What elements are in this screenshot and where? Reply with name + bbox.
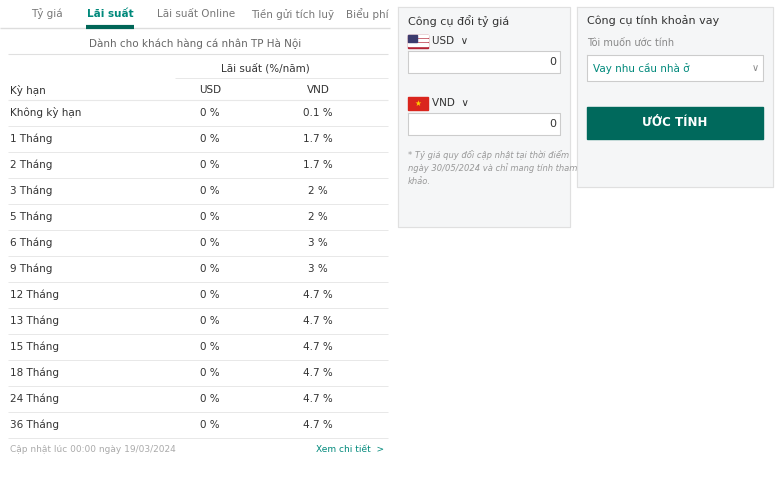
Text: USD  ∨: USD ∨ [432, 36, 469, 46]
Text: 0.1 %: 0.1 % [303, 108, 333, 118]
Text: 15 Tháng: 15 Tháng [10, 342, 59, 352]
Text: 4.7 %: 4.7 % [303, 394, 333, 404]
Text: 0 %: 0 % [200, 290, 219, 300]
Bar [587, 55, 763, 81]
Text: ★: ★ [415, 98, 422, 108]
Text: 2 %: 2 % [308, 212, 328, 222]
Text: Tiền gửi tích luỹ: Tiền gửi tích luỹ [251, 9, 334, 20]
Bar [408, 35, 428, 37]
Text: Xem chi tiết  >: Xem chi tiết > [316, 444, 384, 454]
Text: 18 Tháng: 18 Tháng [10, 368, 59, 378]
Text: 6 Tháng: 6 Tháng [10, 238, 52, 248]
Text: Lãi suất Online: Lãi suất Online [157, 9, 235, 19]
Text: 0 %: 0 % [200, 316, 219, 326]
Bar [408, 113, 560, 135]
Text: VND  ∨: VND ∨ [432, 98, 469, 108]
Text: Vay nhu cầu nhà ở: Vay nhu cầu nhà ở [593, 62, 690, 73]
Text: khảo.: khảo. [408, 177, 431, 185]
Text: ∨: ∨ [752, 63, 759, 73]
Text: Lãi suất (%/năm): Lãi suất (%/năm) [220, 63, 309, 73]
Text: Công cụ đổi tỷ giá: Công cụ đổi tỷ giá [408, 15, 509, 27]
Text: 3 %: 3 % [308, 238, 328, 248]
Text: USD: USD [199, 85, 221, 95]
Text: 0 %: 0 % [200, 420, 219, 430]
Text: 0 %: 0 % [200, 264, 219, 274]
Text: 0 %: 0 % [200, 108, 219, 118]
Text: 3 Tháng: 3 Tháng [10, 186, 52, 196]
Bar [408, 51, 560, 73]
Text: Biểu phí: Biểu phí [346, 8, 388, 20]
Text: 0 %: 0 % [200, 342, 219, 352]
Text: Công cụ tính khoản vay: Công cụ tính khoản vay [587, 15, 719, 26]
Bar [408, 39, 428, 41]
Text: 4.7 %: 4.7 % [303, 342, 333, 352]
Text: 0 %: 0 % [200, 160, 219, 170]
Text: 0 %: 0 % [200, 368, 219, 378]
Text: 12 Tháng: 12 Tháng [10, 290, 59, 300]
Text: Dành cho khách hàng cá nhân TP Hà Nội: Dành cho khách hàng cá nhân TP Hà Nội [89, 39, 301, 49]
Text: ƯỚC TÍNH: ƯỚC TÍNH [642, 117, 708, 130]
Text: 0: 0 [549, 57, 556, 67]
Text: 4.7 %: 4.7 % [303, 420, 333, 430]
Text: 0 %: 0 % [200, 238, 219, 248]
Text: 0 %: 0 % [200, 212, 219, 222]
Bar [0, 0, 781, 28]
Text: 2 %: 2 % [308, 186, 328, 196]
Text: 36 Tháng: 36 Tháng [10, 420, 59, 430]
Bar [408, 43, 428, 46]
Bar [398, 7, 570, 227]
Bar [408, 35, 428, 48]
Text: 0 %: 0 % [200, 134, 219, 144]
Text: 1 Tháng: 1 Tháng [10, 134, 52, 144]
Text: * Tỷ giá quy đổi cập nhật tại thời điểm: * Tỷ giá quy đổi cập nhật tại thời điểm [408, 150, 569, 160]
Text: 4.7 %: 4.7 % [303, 316, 333, 326]
Bar [587, 107, 763, 139]
Bar [408, 35, 417, 42]
Text: 0: 0 [549, 119, 556, 129]
Text: Kỳ hạn: Kỳ hạn [10, 84, 46, 96]
Text: VND: VND [307, 85, 330, 95]
Bar [408, 97, 428, 110]
Text: Tỷ giá: Tỷ giá [31, 9, 62, 20]
Text: 4.7 %: 4.7 % [303, 368, 333, 378]
Text: 5 Tháng: 5 Tháng [10, 212, 52, 222]
Text: 2 Tháng: 2 Tháng [10, 160, 52, 170]
Bar [577, 7, 773, 187]
Text: 0 %: 0 % [200, 394, 219, 404]
Text: 13 Tháng: 13 Tháng [10, 316, 59, 326]
Text: Tôi muốn ước tính: Tôi muốn ước tính [587, 38, 674, 48]
Text: 1.7 %: 1.7 % [303, 160, 333, 170]
Text: 1.7 %: 1.7 % [303, 134, 333, 144]
Text: 0 %: 0 % [200, 186, 219, 196]
Text: 9 Tháng: 9 Tháng [10, 264, 52, 274]
Text: 3 %: 3 % [308, 264, 328, 274]
Text: ngày 30/05/2024 và chỉ mang tính tham: ngày 30/05/2024 và chỉ mang tính tham [408, 163, 577, 173]
Text: Không kỳ hạn: Không kỳ hạn [10, 108, 81, 119]
Text: 4.7 %: 4.7 % [303, 290, 333, 300]
Text: 24 Tháng: 24 Tháng [10, 394, 59, 404]
Text: Lãi suất: Lãi suất [87, 9, 134, 19]
Text: Cập nhật lúc 00:00 ngày 19/03/2024: Cập nhật lúc 00:00 ngày 19/03/2024 [10, 444, 176, 454]
